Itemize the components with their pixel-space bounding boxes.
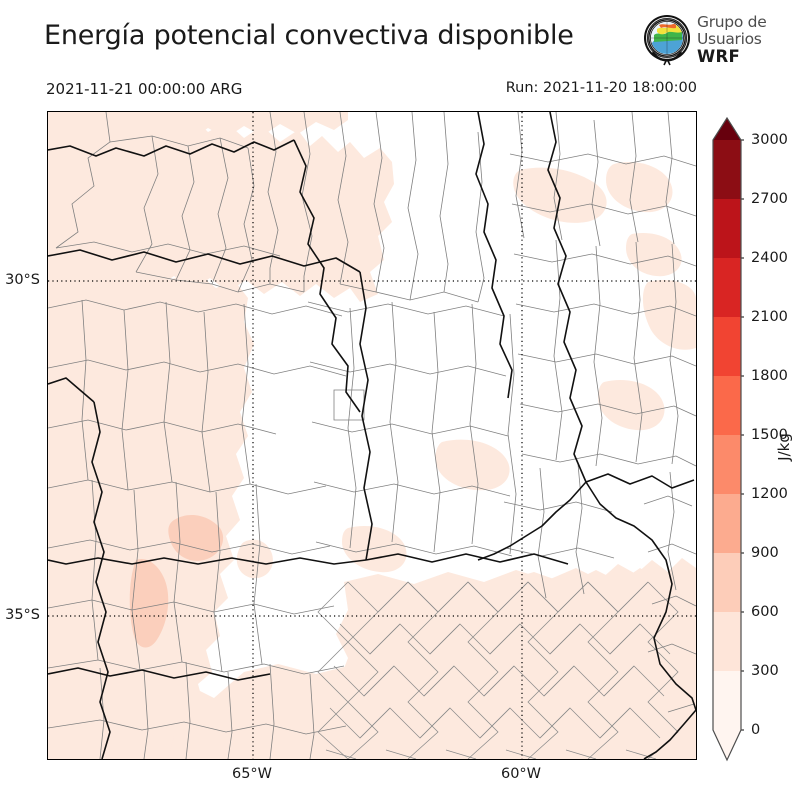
colorbar-outline (712, 116, 742, 762)
cape-band-300-600-patch-2 (129, 558, 169, 648)
cape-band-0-300-patch-3 (236, 539, 273, 579)
colorbar-band-8 (713, 199, 741, 259)
brand-line-3: WRF (697, 47, 741, 66)
colorbar-band-6 (713, 317, 741, 377)
run-time-label: Run: 2021-11-20 18:00:00 (505, 80, 697, 96)
cape-band-0-300-uy-1 (642, 279, 696, 350)
colorbar-band-2 (713, 553, 741, 613)
cape-band-0-300-litoral (500, 564, 696, 640)
xtick-65w: 65°W (232, 766, 272, 782)
cape-field-layer (48, 112, 696, 759)
xtick-60w-label: 60°W (500, 766, 542, 782)
page-title: Energía potencial convectiva disponible (44, 20, 574, 51)
colorbar-band-3 (713, 494, 741, 554)
xtick-65w-label: 65°W (231, 766, 273, 782)
map-canvas[interactable] (47, 111, 697, 760)
colorbar-tick-label-1200: 1200 (751, 486, 788, 502)
cape-band-0-300-ne-3 (626, 232, 682, 277)
colorbar[interactable] (710, 114, 748, 764)
colorbar-tick-label-1500: 1500 (751, 427, 788, 443)
cape-band-0-300-e-1 (435, 439, 510, 491)
brand-line-2: Usuarios (697, 30, 762, 48)
valid-time-label: 2021-11-21 00:00:00 ARG (46, 80, 243, 98)
admin-boundaries-layer (48, 112, 696, 759)
cape-band-0-300-n (48, 112, 348, 148)
cape-band-0-300-w (48, 254, 254, 759)
brand-logo: Grupo de Usuarios WRF (640, 13, 800, 71)
colorbar-tick-label-2400: 2400 (751, 250, 788, 266)
wrf-globe-emblem-icon (640, 13, 694, 67)
colorbar-band-1 (713, 612, 741, 672)
cape-band-0-300-ne-2 (606, 162, 673, 213)
colorbar-band-4 (713, 435, 741, 495)
cape-band-300-600-patch-1 (168, 514, 224, 561)
ytick-35s: 35°S (5, 607, 40, 623)
cape-band-0-300-ne-1 (513, 167, 607, 223)
colorbar-tick-label-900: 900 (751, 545, 779, 561)
colorbar-tick-label-600: 600 (751, 604, 779, 620)
brand-line-1: Grupo de (697, 13, 767, 31)
colorbar-svg (712, 116, 748, 762)
colorbar-tick-label-3000: 3000 (751, 132, 788, 148)
xtick-60w: 60°W (501, 766, 541, 782)
colorbar-extend-bottom (713, 730, 741, 760)
colorbar-tick-label-2700: 2700 (751, 191, 788, 207)
colorbar-band-7 (713, 258, 741, 318)
ytick-30s: 30°S (5, 272, 40, 288)
cape-band-0-300-uy-2 (598, 380, 665, 431)
colorbar-band-9 (713, 140, 741, 200)
map-layers (48, 112, 696, 759)
ytick-30s-label: 30°S (5, 272, 40, 288)
colorbar-tick-label-0: 0 (751, 722, 761, 738)
colorbar-extend-top (713, 118, 741, 140)
colorbar-tick-label-1800: 1800 (751, 368, 788, 384)
brand-logo-text: Grupo de Usuarios WRF (697, 13, 767, 66)
colorbar-tick-label-300: 300 (751, 663, 779, 679)
colorbar-tick-label-2100: 2100 (751, 309, 788, 325)
colorbar-bands (713, 118, 741, 760)
colorbar-band-5 (713, 376, 741, 436)
colorbar-band-0 (713, 671, 741, 731)
ytick-35s-label: 35°S (5, 607, 40, 623)
